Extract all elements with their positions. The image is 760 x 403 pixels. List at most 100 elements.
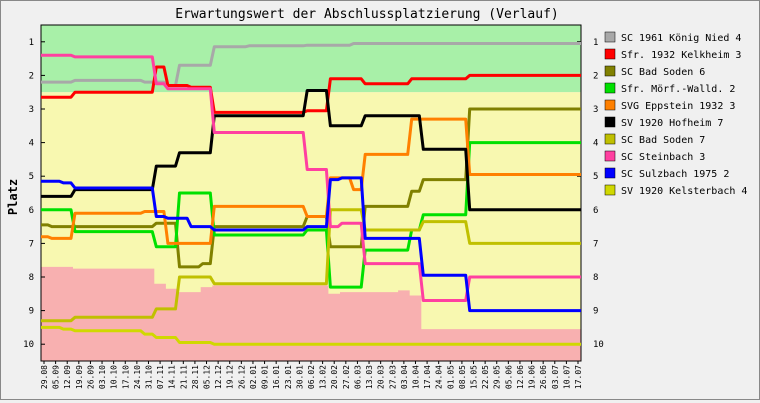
x-tick-label: 12.06 [516,365,525,389]
y-tick-label-left: 8 [29,273,34,283]
legend-swatch-4 [604,99,616,111]
series-line-3 [41,141,581,289]
legend-label-3: Sfr. Mörf.-Walld. 2 [621,84,735,95]
x-tick-label: 30.01 [295,365,304,389]
x-tick-label: 10.10 [110,365,119,389]
zone-promotion [41,25,581,93]
series-line-0 [41,42,581,87]
x-tick-label: 27.03 [388,365,397,389]
series-line-6 [41,208,581,323]
x-tick-label: 16.01 [272,365,281,389]
legend-swatch-3 [604,82,616,94]
series-line-5 [41,89,581,212]
x-tick-label: 06.02 [307,365,316,389]
y-tick-label-right: 5 [593,172,598,182]
y-tick-label-left: 6 [29,206,34,216]
x-tick-label: 17.04 [423,365,432,389]
y-tick-label-left: 4 [29,139,34,149]
y-tick-label-right: 7 [593,239,598,249]
x-tick-label: 13.03 [365,365,374,389]
x-tick-label: 26.09 [86,365,95,389]
x-tick-label: 24.10 [133,365,142,389]
x-tick-label: 03.10 [98,365,107,389]
x-tick-label: 12.09 [63,365,72,389]
x-tick-label: 29.05 [493,365,502,389]
y-tick-label-right: 9 [593,307,598,317]
y-tick-label-right: 8 [593,273,598,283]
legend-label-6: SC Bad Soden 7 [621,135,705,146]
legend-swatch-0 [604,31,616,43]
x-tick-label: 19.06 [528,365,537,389]
x-tick-label: 31.10 [145,365,154,389]
x-tick-label: 06.03 [353,365,362,389]
chart-title: Erwartungswert der Abschlussplatzierung … [175,7,559,22]
x-tick-label: 07.11 [156,365,165,389]
x-tick-label: 01.05 [446,365,455,389]
x-tick-label: 05.12 [203,365,212,389]
series-line-8 [41,176,581,313]
x-tick-label: 23.01 [284,365,293,389]
x-tick-label: 03.04 [400,365,409,389]
x-tick-label: 17.07 [574,365,583,389]
y-tick-label-left: 5 [29,172,34,182]
x-tick-label: 20.02 [330,365,339,389]
legend-label-0: SC 1961 König Nied 4 [621,33,741,44]
x-tick-label: 10.04 [412,365,421,389]
x-tick-label: 05.09 [52,365,61,389]
x-tick-label: 03.07 [551,365,560,389]
x-tick-label: 12.12 [214,365,223,389]
y-tick-label-left: 7 [29,239,34,249]
legend-swatch-6 [604,133,616,145]
y-tick-label-right: 6 [593,206,598,216]
x-tick-label: 15.05 [470,365,479,389]
y-tick-label-right: 1 [593,38,598,48]
x-tick-label: 13.02 [319,365,328,389]
y-tick-label-left: 3 [29,105,34,115]
y-tick-label-left: 10 [23,340,34,350]
series-line-1 [41,65,581,114]
y-tick-label-right: 2 [593,71,598,81]
legend-label-7: SC Steinbach 3 [621,152,705,163]
x-tick-label: 09.01 [261,365,270,389]
legend-label-1: Sfr. 1932 Kelkheim 3 [621,50,741,61]
legend-swatch-5 [604,116,616,128]
x-tick-label: 19.12 [226,365,235,389]
y-axis-label: Platz [6,179,20,215]
y-tick-label-right: 4 [593,139,598,149]
x-tick-label: 29.08 [40,365,49,389]
x-tick-label: 02.01 [249,365,258,389]
x-tick-label: 27.02 [342,365,351,389]
x-tick-label: 08.05 [458,365,467,389]
x-tick-label: 20.03 [377,365,386,389]
series-line-7 [41,53,581,302]
x-tick-label: 21.11 [179,365,188,389]
y-tick-label-left: 9 [29,307,34,317]
legend: SC 1961 König Nied 4 Sfr. 1932 Kelkheim 3… [604,31,747,197]
legend-swatch-8 [604,167,616,179]
x-tick-label: 05.06 [504,365,513,389]
x-tick-label: 19.09 [75,365,84,389]
legend-label-5: SV 1920 Hofheim 7 [621,118,723,129]
x-tick-label: 28.11 [191,365,200,389]
x-tick-label: 26.12 [237,365,246,389]
series-line-9 [41,325,581,346]
legend-label-4: SVG Eppstein 1932 3 [621,101,735,112]
x-tick-label: 14.11 [168,365,177,389]
legend-label-2: SC Bad Soden 6 [621,67,705,78]
y-tick-label-right: 10 [593,340,604,350]
series-line-4 [41,117,581,245]
x-tick-label: 24.04 [435,365,444,389]
x-tick-label: 26.06 [539,365,548,389]
y-tick-label-right: 3 [593,105,598,115]
x-tick-label: 22.05 [481,365,490,389]
y-tick-label-left: 1 [29,38,34,48]
x-tick-label: 17.10 [121,365,130,389]
legend-label-9: SV 1920 Kelsterbach 4 [621,186,747,197]
x-tick-label: 10.07 [562,365,571,389]
legend-swatch-7 [604,150,616,162]
legend-swatch-1 [604,48,616,60]
legend-label-8: SC Sulzbach 1975 2 [621,169,729,180]
